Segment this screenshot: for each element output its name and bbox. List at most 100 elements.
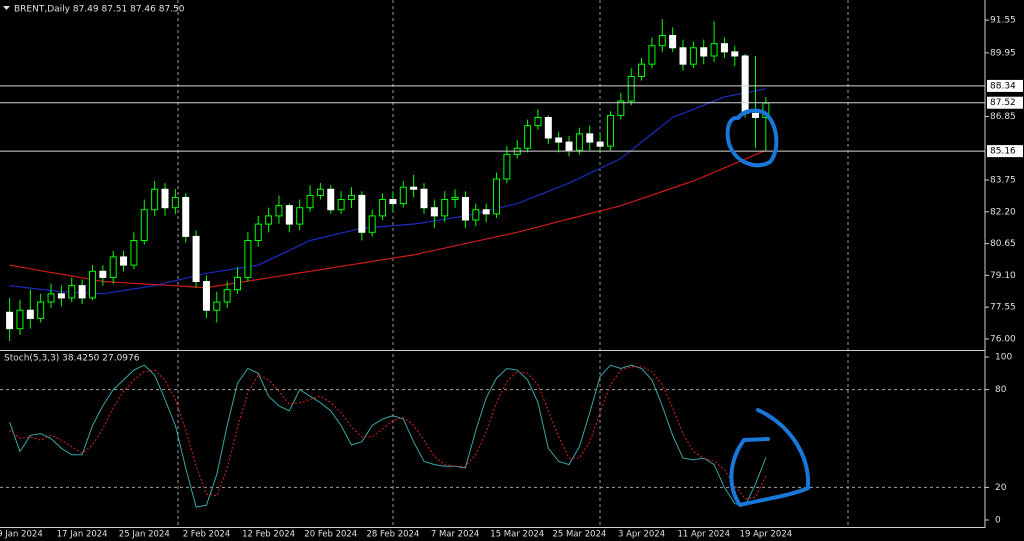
y-tick-label: 76.00	[990, 334, 1016, 344]
candle-body	[658, 34, 666, 47]
candle-body	[503, 153, 511, 180]
candle-body	[606, 114, 614, 147]
candle-body	[285, 205, 293, 225]
x-tick-label: 25 Mar 2024	[552, 530, 606, 540]
x-tick-label: 9 Jan 2024	[0, 530, 43, 540]
candle-body	[720, 43, 728, 53]
x-tick-label: 3 Apr 2024	[618, 530, 665, 540]
x-tick-label: 20 Feb 2024	[304, 530, 357, 540]
stochastic-line	[9, 366, 767, 500]
candle-body	[16, 309, 24, 330]
candle-body	[524, 125, 532, 149]
level-label-box	[987, 96, 1023, 109]
y-tick-label: 80	[995, 385, 1007, 395]
candle-body	[389, 199, 397, 205]
candle-body	[275, 205, 283, 217]
candle-body	[68, 285, 76, 299]
candle-body	[327, 188, 335, 211]
candle-body	[441, 199, 449, 217]
candle-body	[627, 75, 635, 102]
candle-body	[752, 112, 760, 118]
candle-body	[679, 47, 687, 65]
marks: 91.55 89.95 86.85 83.75 82.20 80.65 79.10 77.55…	[0, 16, 1023, 540]
candle-body	[78, 285, 86, 299]
level-label: 87.52	[990, 98, 1016, 108]
candle-body	[410, 186, 418, 190]
candle-body	[347, 194, 355, 201]
chart-title: BRENT,Daily 87.49 87.51 87.46 87.50	[14, 5, 185, 15]
indicator-title: Stoch(5,3,3) 38.4250 27.0976	[4, 354, 140, 364]
candle-body	[555, 137, 563, 143]
candle-body	[151, 188, 159, 211]
candle-body	[192, 235, 200, 283]
candle-body	[534, 116, 542, 127]
candle-body	[430, 207, 438, 217]
candle-body	[399, 186, 407, 205]
x-tick-label: 17 Jan 2024	[57, 530, 108, 540]
candle-body	[368, 215, 376, 233]
x-tick-label: 11 Apr 2024	[677, 530, 730, 540]
candle-body	[472, 209, 480, 221]
candle-body	[710, 43, 718, 57]
candle-body	[99, 270, 107, 278]
candle-body	[306, 194, 314, 209]
candle-body	[648, 45, 656, 65]
candle-body	[358, 194, 366, 233]
candle-body	[254, 223, 262, 242]
x-tick-label: 28 Feb 2024	[366, 530, 419, 540]
x-tick-label: 7 Mar 2024	[431, 530, 479, 540]
candle-body	[617, 100, 625, 116]
candle-body	[161, 188, 169, 209]
level-label: 88.34	[990, 81, 1016, 91]
y-tick-label: 86.85	[990, 112, 1016, 122]
x-tick-label: 25 Jan 2024	[119, 530, 170, 540]
level-label: 85.16	[990, 147, 1016, 157]
candle-body	[379, 199, 387, 217]
y-tick-label: 0	[995, 515, 1001, 525]
stochastic-line	[9, 364, 767, 508]
y-tick-label: 83.75	[990, 176, 1016, 186]
moving-average	[9, 88, 767, 295]
x-tick-label: 19 Apr 2024	[740, 530, 793, 540]
candle-body	[493, 178, 501, 215]
candle-body	[182, 196, 190, 237]
moving-average	[9, 149, 767, 289]
candle-body	[337, 199, 345, 211]
candle-body	[213, 301, 221, 311]
candle-body	[244, 240, 252, 278]
level-label-box	[987, 145, 1023, 158]
candle-body	[130, 240, 138, 266]
y-tick-label: 89.95	[990, 48, 1016, 58]
candle-body	[6, 311, 14, 330]
candle-body	[109, 256, 117, 278]
candle-body	[482, 209, 490, 215]
candle-body	[47, 293, 55, 303]
candle-body	[420, 188, 428, 209]
y-tick-label: 100	[995, 353, 1012, 363]
y-tick-label: 80.65	[990, 239, 1016, 249]
menu-arrow	[3, 6, 10, 10]
candle-body	[26, 309, 34, 319]
candle-body	[316, 188, 324, 196]
candle-body	[202, 281, 210, 311]
candle-body	[575, 133, 583, 151]
candle-body	[223, 289, 231, 303]
y-tick-label: 20	[995, 483, 1007, 493]
candle-body	[57, 293, 65, 299]
candle-body	[731, 51, 739, 57]
candle-body	[88, 270, 96, 299]
annotation-circle	[729, 408, 811, 507]
candle-body	[700, 47, 708, 57]
annotation-circle	[725, 108, 779, 168]
candle-body	[596, 141, 604, 147]
y-tick-label: 91.55	[990, 16, 1016, 26]
candle-body	[37, 301, 45, 319]
x-tick-label: 12 Feb 2024	[242, 530, 295, 540]
candle-body	[544, 116, 552, 139]
x-tick-label: 2 Feb 2024	[183, 530, 231, 540]
candle-body	[669, 34, 677, 49]
candle-body	[140, 209, 148, 242]
candle-body	[586, 133, 594, 143]
candle-body	[689, 47, 697, 65]
